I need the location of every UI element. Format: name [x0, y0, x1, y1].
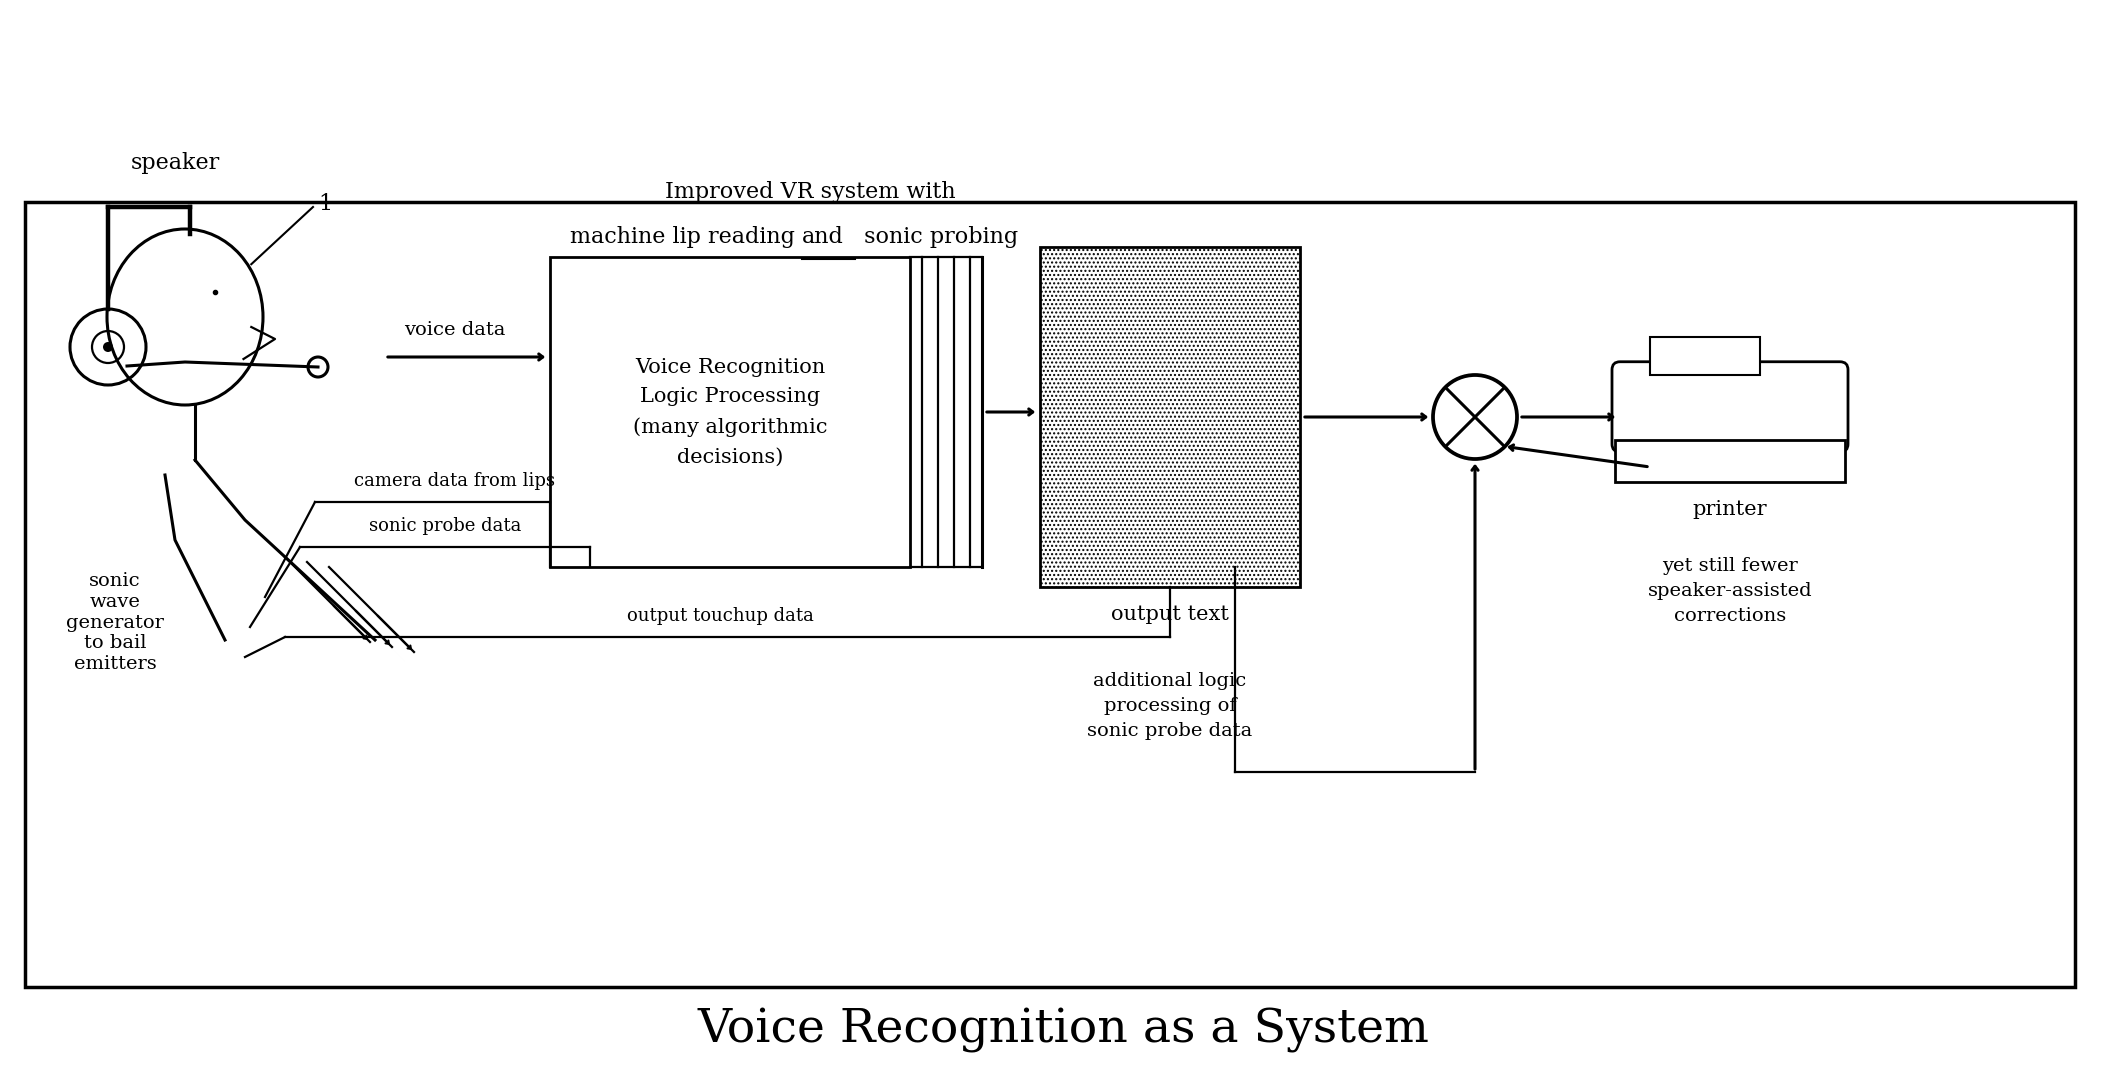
- Text: Voice Recognition as a System: Voice Recognition as a System: [697, 1008, 1429, 1053]
- Text: yet still fewer
speaker-assisted
corrections: yet still fewer speaker-assisted correct…: [1648, 557, 1811, 625]
- Bar: [551, 257, 910, 567]
- Text: machine lip reading: machine lip reading: [570, 226, 802, 248]
- Text: Voice Recognition
Logic Processing
(many algorithmic
decisions): Voice Recognition Logic Processing (many…: [634, 358, 827, 466]
- Bar: [1616, 440, 1845, 482]
- Text: 1: 1: [319, 193, 332, 215]
- Text: output touchup data: output touchup data: [627, 607, 814, 625]
- Text: voice data: voice data: [404, 321, 506, 339]
- Circle shape: [102, 342, 113, 352]
- Bar: [1040, 247, 1299, 587]
- Text: printer: printer: [1692, 500, 1767, 519]
- Text: sonic
wave
generator
to bail
emitters: sonic wave generator to bail emitters: [66, 572, 164, 673]
- Text: and: and: [802, 226, 844, 248]
- Bar: [26, 202, 2075, 987]
- FancyBboxPatch shape: [1612, 361, 1847, 452]
- Text: camera data from lips: camera data from lips: [355, 472, 555, 490]
- Text: additional logic
processing of
sonic probe data: additional logic processing of sonic pro…: [1086, 672, 1252, 740]
- Text: speaker: speaker: [130, 152, 219, 174]
- Text: output text: output text: [1112, 605, 1229, 624]
- Text: sonic probing: sonic probing: [857, 226, 1018, 248]
- Text: sonic probe data: sonic probe data: [368, 517, 521, 535]
- Bar: [1650, 337, 1760, 375]
- Text: Improved VR system with: Improved VR system with: [665, 181, 955, 203]
